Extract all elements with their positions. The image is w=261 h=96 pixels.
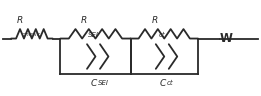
Text: ct: ct (167, 80, 174, 86)
Text: $C$: $C$ (90, 77, 98, 88)
Text: $C$: $C$ (159, 77, 167, 88)
Text: $R$: $R$ (80, 14, 87, 25)
Text: $R$: $R$ (16, 14, 24, 25)
Text: SEI: SEI (88, 32, 99, 38)
Text: W: W (219, 32, 232, 45)
Text: ohmic: ohmic (21, 32, 41, 37)
Text: ct: ct (159, 32, 166, 38)
Text: SEI: SEI (98, 80, 109, 86)
Text: $R$: $R$ (151, 14, 159, 25)
